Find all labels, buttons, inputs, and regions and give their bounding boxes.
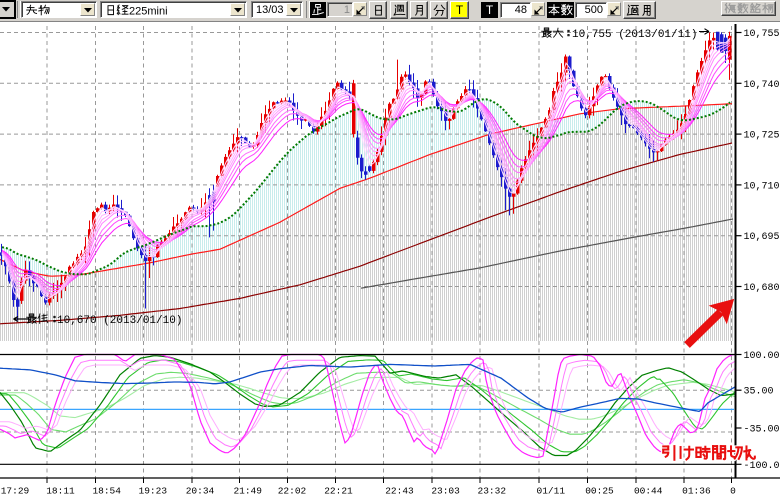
- svg-text:-100.00: -100.00: [744, 461, 780, 472]
- svg-text:01:36: 01:36: [682, 486, 711, 497]
- svg-text:22:43: 22:43: [385, 486, 414, 497]
- svg-text:22:02: 22:02: [278, 486, 307, 497]
- svg-text:10,710: 10,710: [744, 181, 780, 192]
- svg-text:10,755: 10,755: [744, 29, 780, 40]
- svg-text:10,695: 10,695: [744, 232, 780, 243]
- svg-text:20:34: 20:34: [186, 486, 215, 497]
- svg-text:21:49: 21:49: [233, 486, 262, 497]
- svg-text:00:44: 00:44: [634, 486, 663, 497]
- svg-text:0: 0: [730, 486, 736, 497]
- svg-text:23:03: 23:03: [431, 486, 460, 497]
- svg-text:23:32: 23:32: [478, 486, 507, 497]
- svg-text:18:11: 18:11: [46, 486, 75, 497]
- svg-text:10,725: 10,725: [744, 131, 780, 142]
- svg-text:17:29: 17:29: [1, 486, 30, 497]
- svg-text:-35.00: -35.00: [744, 425, 780, 436]
- svg-text:10,670 (2013/01/10): 10,670 (2013/01/10): [57, 315, 182, 327]
- svg-text:35.00: 35.00: [744, 387, 774, 398]
- svg-text:10,755 (2013/01/11): 10,755 (2013/01/11): [572, 29, 697, 41]
- svg-text:01/11: 01/11: [537, 486, 566, 497]
- svg-text:22:21: 22:21: [324, 486, 353, 497]
- svg-text:18:54: 18:54: [92, 486, 121, 497]
- svg-text:10,740: 10,740: [744, 80, 780, 91]
- svg-text:00:25: 00:25: [585, 486, 614, 497]
- svg-text:10,680: 10,680: [744, 283, 780, 294]
- svg-text:100.00: 100.00: [744, 351, 780, 362]
- svg-text:19:23: 19:23: [139, 486, 168, 497]
- svg-text:225mini: 225mini: [129, 6, 168, 18]
